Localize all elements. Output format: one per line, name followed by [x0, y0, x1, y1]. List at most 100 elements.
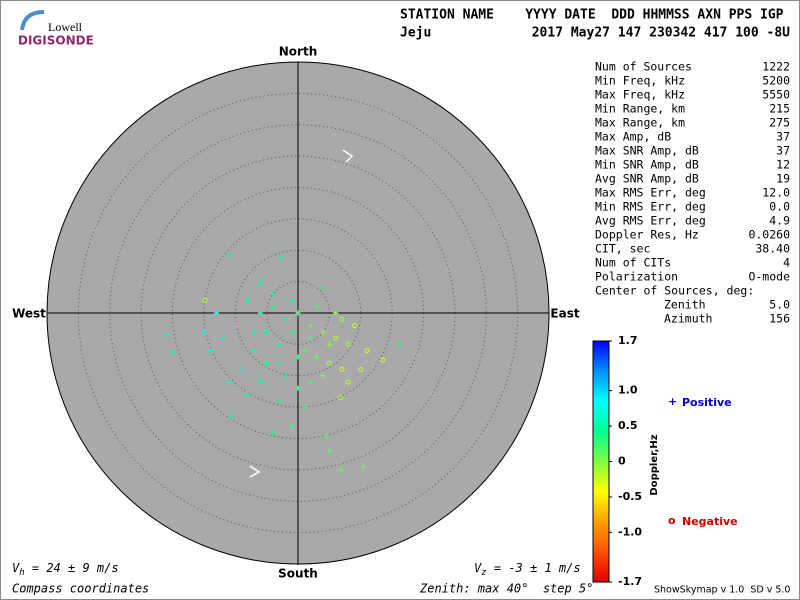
source-positive [338, 467, 344, 473]
source-negative [364, 348, 370, 354]
source-positive [257, 310, 263, 316]
source-positive [295, 385, 301, 391]
center-title: Center of Sources, deg: [595, 284, 754, 298]
source-positive [320, 285, 326, 291]
source-positive [245, 392, 251, 398]
legend-positive-marker: + [668, 395, 677, 408]
source-positive [308, 335, 314, 341]
stat-value: 12.0 [762, 186, 790, 200]
source-positive [295, 354, 301, 360]
stat-value: O-mode [748, 270, 790, 284]
stat-label: Min Range, km [595, 102, 685, 116]
source-positive [251, 329, 257, 335]
source-positive [226, 252, 232, 258]
stat-value: 4 [783, 256, 790, 270]
source-positive [289, 329, 295, 335]
stat-value: 19 [776, 172, 790, 186]
source-negative [345, 379, 351, 385]
legend-negative-marker: o [668, 514, 676, 527]
source-positive [232, 323, 238, 329]
source-negative [339, 316, 345, 322]
source-positive [320, 373, 326, 379]
stat-label: Avg SNR Amp, dB [595, 172, 699, 186]
source-positive [207, 348, 213, 354]
source-positive [270, 429, 276, 435]
source-positive [227, 414, 233, 420]
source-positive [314, 304, 320, 310]
source-positive [320, 329, 326, 335]
colorbar-tick-label: 1.0 [618, 384, 638, 397]
source-positive [264, 360, 270, 366]
stat-label: Max Freq, kHz [595, 88, 685, 102]
station: Jeju [400, 26, 431, 41]
colorbar-tick-label: 0 [618, 455, 626, 468]
stat-label: Polarization [595, 270, 678, 284]
source-positive [308, 323, 314, 329]
source-positive [301, 404, 307, 410]
source-positive [201, 329, 207, 335]
footer-middle: Zenith: max 40° step 5° [419, 582, 593, 596]
source-positive [360, 464, 366, 470]
stat-label: Min SNR Amp, dB [595, 158, 699, 172]
source-positive [245, 297, 251, 303]
source-positive [314, 354, 320, 360]
source-positive [226, 379, 232, 385]
source-positive [282, 373, 288, 379]
stat-label: Max Range, km [595, 116, 685, 130]
compass-east: East [550, 307, 579, 321]
vh: Vh = 24 ± 9 m/s [12, 561, 119, 578]
vh-symbol: V [12, 561, 20, 575]
source-positive [220, 335, 226, 341]
source-negative [345, 341, 351, 347]
center-label: Zenith [664, 298, 706, 312]
source-positive [276, 360, 282, 366]
colorbar-tick-label: -1.7 [618, 575, 642, 588]
stat-value: 1222 [762, 60, 790, 74]
source-negative [351, 323, 357, 329]
stat-value: 12 [776, 158, 790, 172]
source-positive [295, 310, 301, 316]
center-label: Azimuth [664, 312, 712, 326]
stat-value: 5550 [762, 88, 790, 102]
vz-subscript: z [481, 568, 486, 578]
stat-value: 5200 [762, 74, 790, 88]
colorbar-tick-label: 0.5 [618, 419, 638, 432]
source-positive [289, 297, 295, 303]
source-positive [308, 379, 314, 385]
source-positive [289, 423, 295, 429]
logo-bottom: DIGISONDE [18, 34, 94, 48]
stat-value: 4.9 [769, 214, 790, 228]
source-negative [338, 395, 344, 401]
stat-value: 38.40 [755, 242, 790, 256]
stat-value: 215 [769, 102, 790, 116]
header-columns: STATION NAME YYYY DATE DDD HHMMSS AXN PP… [400, 8, 784, 23]
footer-left: Compass coordinates [12, 582, 149, 596]
stat-value: 0.0260 [748, 228, 790, 242]
colorbar-tick-label: 1.7 [618, 334, 638, 347]
compass-south: South [278, 567, 318, 581]
source-negative [326, 360, 332, 366]
source-negative [380, 357, 386, 363]
logo-top: Lowell [48, 20, 83, 34]
stat-label: Num of Sources [595, 60, 692, 74]
source-negative [333, 335, 339, 341]
source-positive [251, 348, 257, 354]
stat-label: Doppler Res, Hz [595, 228, 699, 242]
vz-symbol: V [474, 561, 482, 575]
source-positive [213, 310, 219, 316]
compass-west: West [12, 307, 46, 321]
colorbar [592, 340, 610, 583]
vz: Vz = -3 ± 1 m/s [474, 561, 581, 578]
center-value: 156 [769, 312, 790, 326]
colorbar-tick-label: -0.5 [618, 490, 642, 503]
source-positive [264, 329, 270, 335]
source-positive [326, 448, 332, 454]
source-positive [170, 349, 175, 355]
header-values: 2017 May27 147 230342 417 100 -8U [532, 26, 790, 41]
source-positive [270, 291, 276, 297]
source-positive [257, 279, 263, 285]
source-positive [326, 341, 332, 347]
source-positive [270, 304, 276, 310]
source-positive [276, 398, 282, 404]
stat-label: Min Freq, kHz [595, 74, 685, 88]
